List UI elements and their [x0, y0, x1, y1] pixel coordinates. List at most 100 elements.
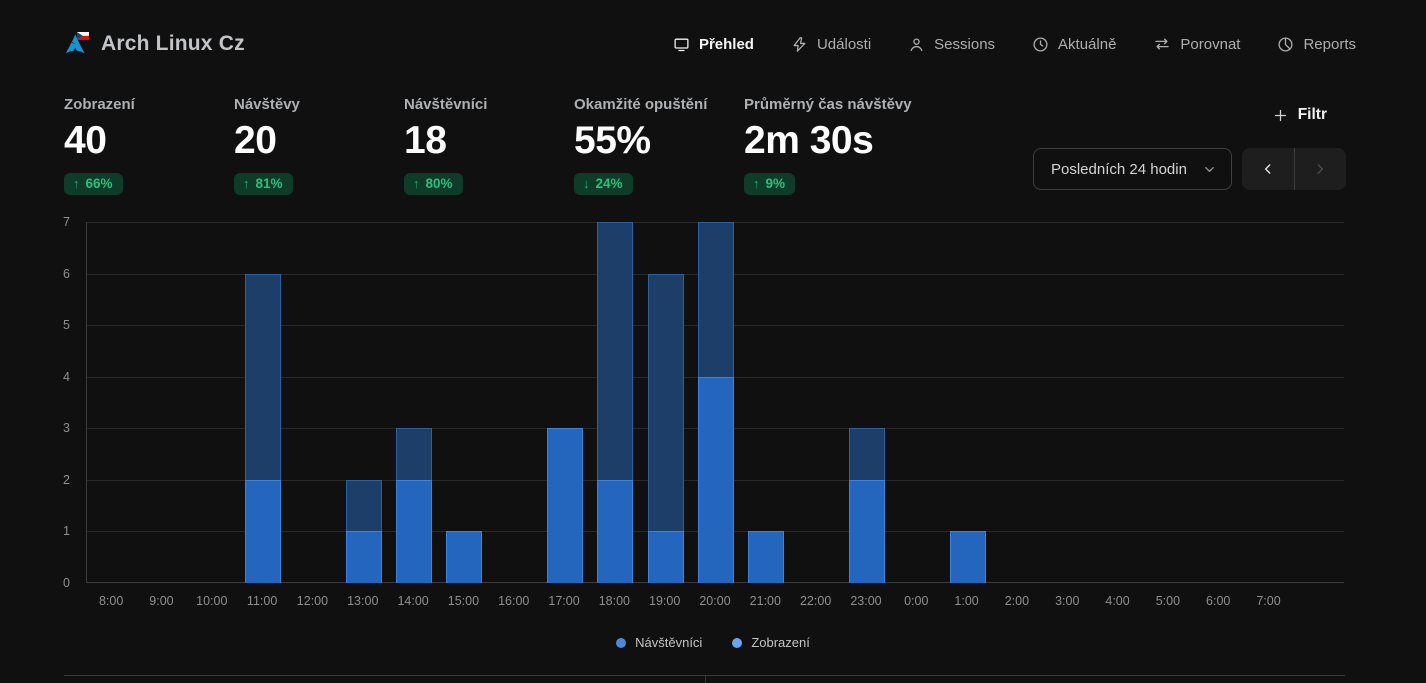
metric-change-value: 9%: [765, 176, 786, 191]
chart-bar-visitors-1:00: [949, 531, 986, 583]
compare-arrows-icon: [1153, 35, 1171, 53]
y-tick-label: 7: [63, 215, 70, 229]
x-tick-label: 15:00: [447, 594, 480, 608]
x-tick-label: 13:00: [347, 594, 379, 608]
arrow-up-icon: ↑: [753, 176, 760, 191]
date-range-value: Posledních 24 hodin: [1051, 160, 1187, 178]
chart-y-axis: 0 1 2 3 4 5 6 7: [50, 215, 78, 590]
metric-value: 2m 30s: [744, 119, 874, 162]
pie-chart-icon: [1277, 36, 1294, 53]
metric-visitors: Návštěvníci 18 ↑ 80%: [404, 96, 574, 195]
chevron-left-icon: [1260, 161, 1276, 177]
x-tick-label: 10:00: [196, 594, 228, 608]
x-tick-label: 19:00: [649, 594, 681, 608]
nav-item-sessions[interactable]: Sessions: [908, 36, 995, 53]
y-tick-label: 6: [63, 267, 70, 281]
x-tick-label: 6:00: [1206, 594, 1231, 608]
user-icon: [908, 36, 925, 53]
arch-linux-cz-logo-icon: [65, 31, 89, 53]
metric-label: Návštěvníci: [404, 96, 488, 113]
monitor-icon: [673, 36, 690, 53]
metric-change-badge: ↓ 24%: [574, 173, 633, 195]
chevron-right-icon: [1312, 161, 1328, 177]
arrow-up-icon: ↑: [73, 176, 80, 191]
chart-bar-visitors-21:00: [748, 531, 785, 583]
metric-change-value: 81%: [255, 176, 283, 191]
date-range-dropdown[interactable]: Posledních 24 hodin: [1033, 148, 1232, 190]
nav-item-events[interactable]: Události: [791, 36, 871, 53]
date-pager: [1242, 148, 1346, 190]
main-nav: Přehled Události Sessions Aktuálně Porovnat R…: [673, 35, 1356, 53]
plus-icon: [1272, 107, 1289, 124]
metric-label: Okamžité opuštění: [574, 96, 708, 113]
chart-legend: Návštěvníci Zobrazení: [0, 635, 1426, 650]
next-period-button[interactable]: [1294, 148, 1346, 190]
chevron-down-icon: [1202, 162, 1217, 177]
metric-label: Zobrazení: [64, 96, 135, 113]
x-tick-label: 8:00: [98, 594, 124, 608]
filter-button-label: Filtr: [1297, 106, 1327, 123]
x-tick-label: 2:00: [1004, 594, 1030, 608]
nav-item-reports[interactable]: Reports: [1277, 36, 1356, 53]
legend-item-views[interactable]: Zobrazení: [732, 635, 810, 650]
chart-bar-visitors-18:00: [597, 480, 634, 583]
x-tick-label: 12:00: [296, 594, 329, 608]
metric-views: Zobrazení 40 ↑ 66%: [64, 96, 234, 195]
nav-item-compare[interactable]: Porovnat: [1153, 35, 1240, 53]
legend-item-visitors[interactable]: Návštěvníci: [616, 635, 702, 650]
y-tick-label: 4: [63, 370, 70, 384]
y-tick-label: 5: [63, 318, 70, 332]
nav-item-label: Aktuálně: [1058, 35, 1117, 53]
legend-label: Návštěvníci: [635, 635, 703, 650]
x-tick-label: 5:00: [1155, 594, 1181, 608]
metric-change-value: 24%: [595, 176, 623, 191]
arrow-down-icon: ↓: [583, 176, 590, 191]
header: Arch Linux Cz Přehled Události Sessions Akt…: [0, 0, 1426, 88]
chart-bar-visitors-14:00: [396, 480, 433, 583]
nav-item-label: Sessions: [934, 35, 996, 53]
chart-bar-visitors-11:00: [245, 480, 282, 583]
x-tick-label: 0:00: [904, 594, 929, 608]
arrow-up-icon: ↑: [413, 176, 420, 191]
chart-plot-area: [86, 222, 1344, 583]
metric-change-value: 80%: [425, 176, 453, 191]
previous-period-button[interactable]: [1242, 148, 1294, 190]
metric-value: 18: [404, 119, 447, 162]
chart-bar-visitors-20:00: [698, 377, 734, 583]
metric-visits: Návštěvy 20 ↑ 81%: [234, 96, 404, 195]
metrics-row: Zobrazení 40 ↑ 66% Návštěvy 20 ↑ 81% Návštěvníci…: [64, 96, 914, 195]
chart-bar-visitors-17:00: [547, 428, 584, 583]
nav-item-overview[interactable]: Přehled: [673, 36, 754, 53]
x-tick-label: 16:00: [498, 594, 530, 608]
x-tick-label: 9:00: [149, 594, 174, 608]
nav-item-realtime[interactable]: Aktuálně: [1032, 36, 1116, 53]
pager-divider: [1293, 148, 1295, 190]
metric-change-badge: ↑ 81%: [234, 173, 293, 195]
metric-value: 55%: [574, 119, 651, 162]
filter-button[interactable]: Filtr: [1272, 106, 1327, 124]
chart-bar-visitors-15:00: [446, 531, 483, 583]
x-tick-label: 23:00: [850, 594, 882, 608]
section-column-divider: [705, 676, 706, 683]
metric-value: 40: [64, 119, 107, 162]
chart-bar-visitors-13:00: [345, 531, 382, 583]
metric-change-badge: ↑ 9%: [744, 173, 796, 195]
chart-x-axis: 8:00 9:00 10:00 11:00 12:00 13:00 14:00 15:00 16…: [86, 594, 1344, 610]
x-tick-label: 4:00: [1105, 594, 1130, 608]
nav-item-label: Události: [816, 35, 872, 53]
x-tick-label: 18:00: [598, 594, 630, 608]
section-divider: [64, 675, 1345, 676]
x-tick-label: 11:00: [246, 594, 278, 608]
y-tick-label: 0: [63, 576, 70, 590]
legend-label: Zobrazení: [751, 635, 810, 650]
site-title: Arch Linux Cz: [101, 32, 245, 55]
lightning-icon: [791, 36, 808, 53]
legend-dot-icon: [616, 637, 627, 648]
legend-dot-icon: [732, 637, 743, 648]
metric-change-value: 66%: [85, 176, 113, 191]
y-tick-label: 2: [63, 473, 70, 487]
brand[interactable]: Arch Linux Cz: [64, 31, 245, 58]
nav-item-label: Reports: [1303, 35, 1356, 53]
x-tick-label: 3:00: [1055, 594, 1080, 608]
clock-icon: [1032, 36, 1049, 53]
